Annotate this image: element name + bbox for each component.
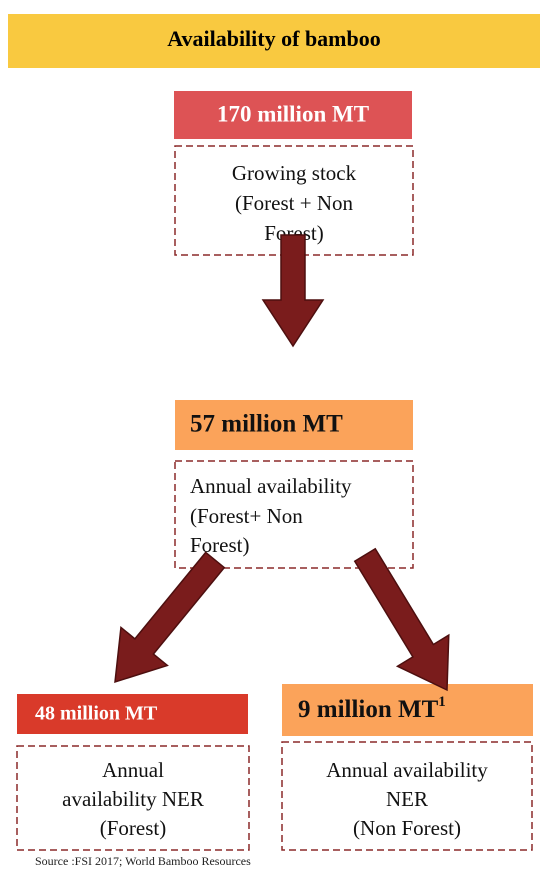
desc-line: Annual [102,758,164,782]
value-box [282,684,533,736]
value: 57 million MT [190,411,343,438]
desc-line: availability NER [62,787,204,811]
value-box [174,91,412,139]
arrow [353,547,450,692]
value-box [17,694,248,734]
value: 48 million MT [35,703,158,725]
title-bar [8,14,540,68]
source: Source :FSI 2017; World Bamboo Resources [35,854,251,868]
title: Availability of bamboo [167,26,381,51]
desc-line: Growing stock [232,161,357,185]
desc-line: (Forest+ Non [190,504,303,528]
desc-box [16,745,250,851]
desc-line: Annual availability [326,758,488,782]
desc-line: (Forest + Non [235,191,354,215]
desc-box [174,460,414,569]
arrow [261,234,325,348]
desc-line: Annual availability [190,474,352,498]
desc-line: NER [386,787,428,811]
footnote-mark: 1 [438,694,446,710]
value-box [175,400,413,450]
desc-line: (Forest) [100,816,167,840]
desc-line: (Non Forest) [353,816,461,840]
desc-line: Forest) [190,533,250,557]
value-text: 9 million MT [298,696,439,723]
arrows [114,234,450,692]
value: 9 million MT1 [298,694,446,722]
value: 170 million MT [217,101,369,126]
arrow [114,551,226,684]
desc-box [281,741,533,851]
